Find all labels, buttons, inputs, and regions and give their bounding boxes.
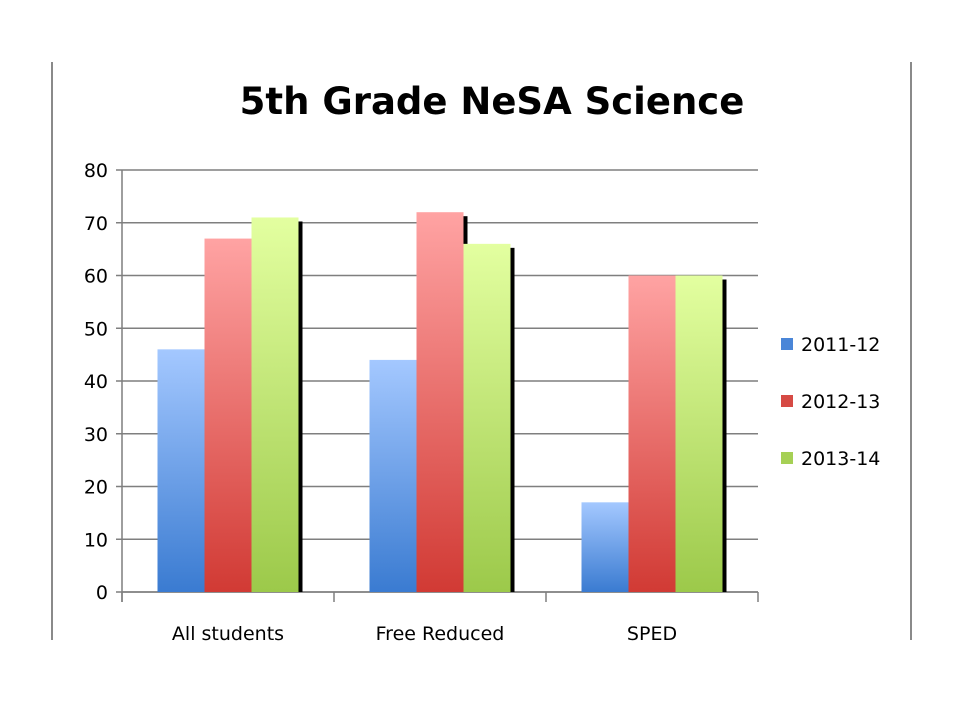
bars xyxy=(157,212,727,592)
y-tick-label: 50 xyxy=(84,318,108,340)
legend-label: 2011-12 xyxy=(801,334,880,356)
legend-label: 2012-13 xyxy=(801,391,880,413)
bar-2012-13-sped xyxy=(628,275,676,592)
bar-2012-13-free-reduced xyxy=(416,212,464,592)
y-tick-label: 60 xyxy=(84,266,108,288)
bar-2013-14-sped xyxy=(675,275,723,592)
legend-swatch xyxy=(781,338,793,350)
y-tick-label: 0 xyxy=(96,582,108,604)
bar-2011-12-sped xyxy=(581,502,629,592)
bar-2011-12-all-students xyxy=(157,349,205,592)
y-tick-label: 20 xyxy=(84,477,108,499)
x-category-label: SPED xyxy=(627,623,677,645)
chart-title: 5th Grade NeSA Science xyxy=(240,80,745,123)
frame-right-border xyxy=(910,62,912,640)
y-tick-label: 30 xyxy=(84,424,108,446)
y-tick-label: 80 xyxy=(84,160,108,182)
axis-labels: 0 10 20 30 40 50 60 70 80 All students Free Reduce… xyxy=(84,160,677,645)
bar-2012-13-all-students xyxy=(204,238,252,592)
frame-left-border xyxy=(51,62,53,640)
y-tick-label: 10 xyxy=(84,529,108,551)
bar-2011-12-free-reduced xyxy=(369,359,417,592)
legend: 2011-12 2012-13 2013-14 xyxy=(781,334,880,470)
x-category-label: Free Reduced xyxy=(376,623,505,645)
y-tick-label: 70 xyxy=(84,213,108,235)
legend-label: 2013-14 xyxy=(801,448,880,470)
y-tick-label: 40 xyxy=(84,371,108,393)
legend-swatch xyxy=(781,452,793,464)
x-category-label: All students xyxy=(172,623,284,645)
bar-2013-14-free-reduced xyxy=(463,243,511,592)
legend-swatch xyxy=(781,395,793,407)
bar-2013-14-all-students xyxy=(251,217,299,592)
